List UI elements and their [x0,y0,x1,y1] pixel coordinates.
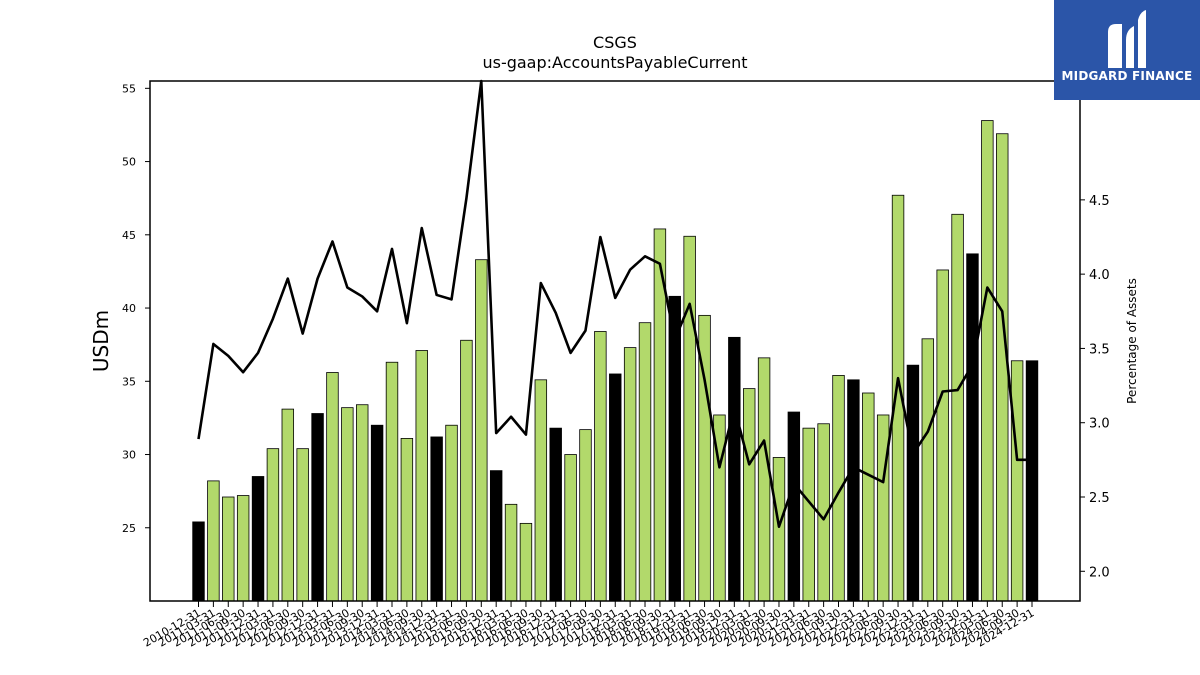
y-tick-label: 35 [122,375,136,388]
bar [996,133,1009,602]
bar [623,347,637,602]
y2-tick-label: 2.0 [1089,565,1110,580]
bar [921,338,935,602]
bar [534,379,548,602]
bar [728,336,741,602]
brand-name: MIDGARD FINANCE [1061,69,1193,83]
bar [594,331,607,602]
bar [281,408,295,602]
bar [296,448,309,602]
bar [400,438,414,602]
y-tick-label: 40 [122,302,136,315]
y-axis-left: 25 30 35 40 45 50 55 [122,82,150,535]
bar [757,357,771,602]
bar [266,448,280,602]
bar [222,496,235,602]
bar [475,259,488,602]
bar [519,522,533,602]
bar [385,361,399,602]
bar [683,235,696,602]
bar [1010,360,1024,602]
y2-tick-label: 4.0 [1089,268,1110,283]
bar [876,414,890,602]
bar [847,379,860,602]
bar [564,454,577,602]
y2-tick-label: 3.5 [1089,342,1110,357]
bar [460,339,473,602]
bar [356,404,369,602]
y-tick-label: 45 [122,229,136,242]
bar [951,213,964,602]
chart-title: CSGS [593,33,637,52]
bar [549,427,562,602]
y2-tick-label: 3.0 [1089,417,1110,432]
bar [936,269,949,602]
x-axis: 2010-12-312011-03-312011-06-302011-09-30… [141,601,1037,650]
bar [802,427,815,602]
percentage-line [197,79,1032,529]
bar [1025,360,1039,602]
bar [251,476,265,602]
brand-logo: MIDGARD FINANCE [1054,0,1200,100]
bar [668,295,681,602]
bar [504,503,518,602]
y-axis-label: USDm [89,310,113,372]
bar [326,372,339,602]
bar [906,364,920,602]
y2-axis-label: Percentage of Assets [1125,278,1139,404]
bar [579,429,592,602]
bar [415,350,428,602]
bar [609,373,622,602]
y-tick-label: 30 [122,449,136,462]
bar [966,253,979,602]
bar [311,413,324,602]
y2-tick-label: 2.5 [1089,491,1110,506]
bar [236,495,250,602]
bar [430,436,443,602]
bar [489,470,503,602]
bar [772,457,786,602]
y-axis-right: 2.0 2.5 3.0 3.5 4.0 4.5 [1080,194,1110,580]
midgard-m-logo-icon [1108,10,1146,68]
bar-group [192,120,1039,602]
chart-subtitle: us-gaap:AccountsPayableCurrent [482,53,747,72]
y-tick-label: 55 [122,82,136,95]
bar [370,424,384,602]
bar [862,392,875,602]
bar [192,521,205,602]
y-tick-label: 50 [122,156,136,169]
bar [743,388,756,602]
bar [787,411,801,602]
bar [207,480,220,602]
y-tick-label: 25 [122,522,136,535]
bar [981,120,994,602]
y2-tick-label: 4.5 [1089,194,1110,209]
bar [445,424,458,602]
bar [341,407,354,602]
bar [638,322,652,602]
